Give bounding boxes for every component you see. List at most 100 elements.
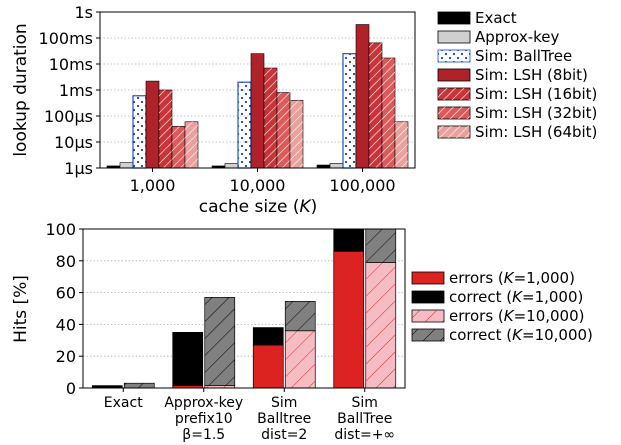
bottom-bar-errors	[333, 250, 365, 389]
bottom-y-tick-label: 0	[66, 379, 76, 398]
bottom-bar-errors	[252, 344, 284, 389]
top-bar-hatch	[159, 90, 172, 168]
top-y-tick-label: 1µs	[64, 159, 93, 178]
top-y-ticks: 1s 100ms 10ms 1ms 100µs 10µs 1µs	[39, 3, 100, 178]
top-legend-swatch	[437, 49, 471, 63]
top-x-ticks: 1,000 10,000 100,000	[130, 168, 396, 195]
bottom-legend-swatch-hatch	[412, 310, 444, 322]
top-bar-approx-key	[119, 162, 134, 169]
top-legend-swatch-hatch	[438, 126, 470, 138]
top-bars	[106, 24, 409, 169]
top-bar-sim-lsh-8bit-	[250, 53, 265, 169]
top-x-tick-label: 1,000	[130, 176, 176, 195]
bottom-y-ticks: 0 20 40 60 80 100	[45, 220, 83, 398]
top-bar-hatch	[369, 42, 382, 168]
top-y-tick-label: 1s	[74, 3, 93, 22]
top-legend-label: Exact	[475, 9, 517, 27]
bottom-bar-correct-hatch	[124, 383, 155, 388]
top-y-tick-label: 100µs	[44, 107, 93, 126]
top-x-tick-label: 100,000	[329, 176, 395, 195]
legend-label-main: errors (	[449, 307, 504, 325]
legend-label-main: correct (	[449, 326, 512, 344]
bottom-legend-swatch	[411, 290, 445, 304]
bottom-y-tick-label: 20	[56, 347, 76, 366]
bottom-x-ticks: Exact Approx-keyprefix10β=1.5SimBalltreed…	[104, 388, 395, 443]
top-legend-swatch-hatch	[438, 88, 470, 100]
hits-chart: 0 20 40 60 80 100 Exact Approx-keyprefix10β=1.…	[11, 220, 593, 443]
bottom-x-tick-label: Sim	[352, 395, 378, 411]
legend-label-tail: =1,000)	[514, 269, 575, 287]
bottom-bar-correct	[333, 228, 365, 252]
top-legend-swatch-hatch	[438, 107, 470, 119]
bottom-x-tick-label: dist=2	[261, 427, 307, 443]
top-y-tick-label: 1ms	[59, 81, 93, 100]
top-bar-hatch	[185, 121, 198, 168]
top-bar-sim-balltree	[342, 53, 357, 169]
top-bar-hatch	[290, 100, 303, 168]
lookup-duration-chart: 1s 100ms 10ms 1ms 100µs 10µs 1µs 1,000 10,000 10…	[11, 3, 597, 217]
bottom-bar-correct	[252, 327, 284, 346]
legend-label-var: K	[512, 326, 523, 344]
bottom-y-tick-label: 60	[56, 284, 76, 303]
top-x-tick-label: 10,000	[230, 176, 286, 195]
top-bar-hatch	[395, 121, 408, 168]
bottom-plot-frame	[82, 228, 406, 389]
bottom-bar-correct-hatch	[285, 301, 316, 331]
top-bar-hatch	[382, 58, 395, 168]
bottom-y-tick-label: 40	[56, 315, 76, 334]
legend-label-tail: =10,000)	[514, 307, 585, 325]
top-legend-label: Sim: LSH (32bit)	[475, 104, 597, 122]
bottom-x-tick-label: β=1.5	[182, 427, 225, 443]
legend-label-main: errors (	[449, 269, 504, 287]
top-legend-label: Sim: LSH (64bit)	[475, 123, 597, 141]
top-bar-hatch	[172, 126, 185, 168]
bottom-y-axis-label: Hits [%]	[11, 275, 31, 343]
legend-label-var: K	[504, 307, 515, 325]
bottom-legend: errors (K=1,000)correct (K=1,000)errors …	[411, 269, 593, 344]
top-bar-hatch	[277, 92, 290, 168]
bottom-legend-label: correct (K=10,000)	[449, 326, 593, 344]
top-bar-sim-lsh-8bit-	[355, 24, 370, 169]
bottom-legend-label: errors (K=1,000)	[449, 269, 575, 287]
bottom-bar-errors-hatch	[285, 330, 316, 388]
bottom-legend-swatch	[411, 271, 445, 285]
bottom-x-tick-label: prefix10	[175, 411, 233, 427]
bottom-x-tick-label: Sim	[271, 395, 297, 411]
top-legend-label: Sim: LSH (8bit)	[475, 66, 588, 84]
top-y-tick-label: 100ms	[39, 29, 93, 48]
bottom-bar-correct-hatch	[204, 297, 235, 386]
top-legend-label: Approx-key	[475, 28, 560, 46]
legend-label-main: correct (	[449, 288, 512, 306]
bottom-bar-correct-hatch	[365, 229, 396, 263]
top-x-axis-label: cache size (K)	[199, 197, 318, 217]
top-bar-sim-balltree	[132, 95, 147, 169]
top-legend-label: Sim: LSH (16bit)	[475, 85, 597, 103]
bottom-x-tick-label: Approx-key	[164, 395, 243, 411]
top-bar-sim-lsh-8bit-	[145, 80, 160, 169]
top-y-tick-label: 10ms	[49, 55, 93, 74]
bottom-y-tick-label: 80	[56, 252, 76, 271]
bottom-legend-label: correct (K=1,000)	[449, 288, 583, 306]
top-legend-swatch	[437, 11, 471, 25]
bottom-x-tick-label: BallTree	[337, 411, 392, 427]
bottom-x-tick-label: Exact	[104, 395, 143, 411]
top-bar-approx-key	[224, 163, 239, 169]
legend-label-var: K	[512, 288, 523, 306]
top-bar-approx-key	[329, 163, 344, 169]
top-y-tick-label: 10µs	[54, 133, 93, 152]
bottom-y-tick-label: 100	[45, 220, 76, 239]
legend-label-tail: =1,000)	[522, 288, 583, 306]
bottom-legend-swatch-hatch	[412, 329, 444, 341]
bottom-x-tick-label: Balltree	[257, 411, 311, 427]
top-legend-label: Sim: BallTree	[475, 47, 572, 65]
top-legend-swatch	[437, 68, 471, 82]
bottom-bar-correct	[172, 332, 204, 386]
legend-label-tail: =10,000)	[522, 326, 593, 344]
bottom-bar-errors-hatch	[204, 385, 235, 388]
top-bar-hatch	[264, 68, 277, 168]
top-y-axis-label: lookup duration	[11, 23, 31, 156]
top-legend-swatch	[437, 30, 471, 44]
bottom-x-tick-label: dist=+∞	[334, 427, 395, 443]
